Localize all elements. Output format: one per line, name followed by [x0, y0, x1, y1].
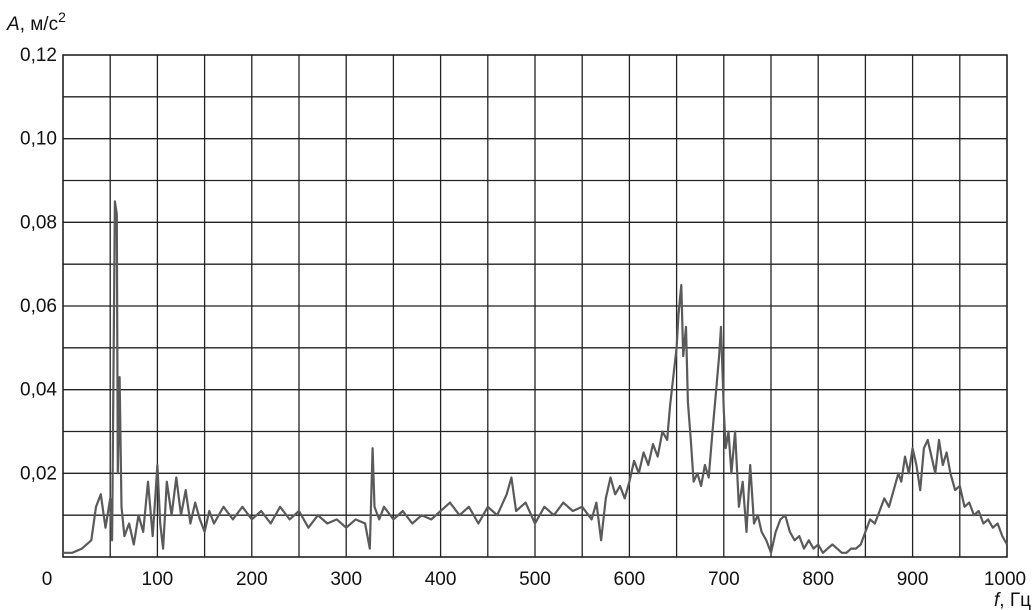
y-axis-unit-exponent: 2 — [58, 9, 66, 25]
y-tick-label: 0,10 — [20, 129, 57, 150]
x-tick-label: 0 — [42, 569, 53, 590]
y-tick-label: 0,06 — [20, 296, 57, 317]
x-tick-label: 1000 — [984, 569, 1026, 590]
y-tick-label: 0,12 — [20, 45, 57, 66]
x-tick-labels: 0 100 200 300 400 500 600 700 800 900 1000 — [42, 569, 1026, 590]
y-axis-unit: , м/с — [20, 14, 58, 35]
x-axis-label: f, Гц — [994, 590, 1031, 610]
x-tick-label: 800 — [802, 569, 834, 590]
x-tick-label: 900 — [897, 569, 929, 590]
x-tick-label: 200 — [236, 569, 268, 590]
x-tick-label: 500 — [519, 569, 551, 590]
y-tick-label: 0,02 — [20, 463, 57, 484]
x-tick-label: 100 — [142, 569, 174, 590]
grid — [63, 55, 1007, 557]
x-axis-unit: , Гц — [999, 590, 1031, 610]
x-axis-symbol: f — [994, 590, 1001, 610]
plot-frame — [62, 54, 1008, 558]
x-tick-label: 400 — [425, 569, 457, 590]
x-tick-label: 700 — [708, 569, 740, 590]
y-tick-label: 0,04 — [20, 380, 57, 401]
y-tick-labels: 0,02 0,04 0,06 0,08 0,10 0,12 — [20, 45, 57, 484]
acceleration-series-line — [63, 200, 1008, 554]
y-tick-label: 0,08 — [20, 212, 57, 233]
y-axis-label: A, м/с2 — [6, 9, 66, 35]
x-tick-label: 300 — [330, 569, 362, 590]
y-axis-symbol: A — [6, 14, 20, 35]
x-tick-label: 600 — [614, 569, 646, 590]
